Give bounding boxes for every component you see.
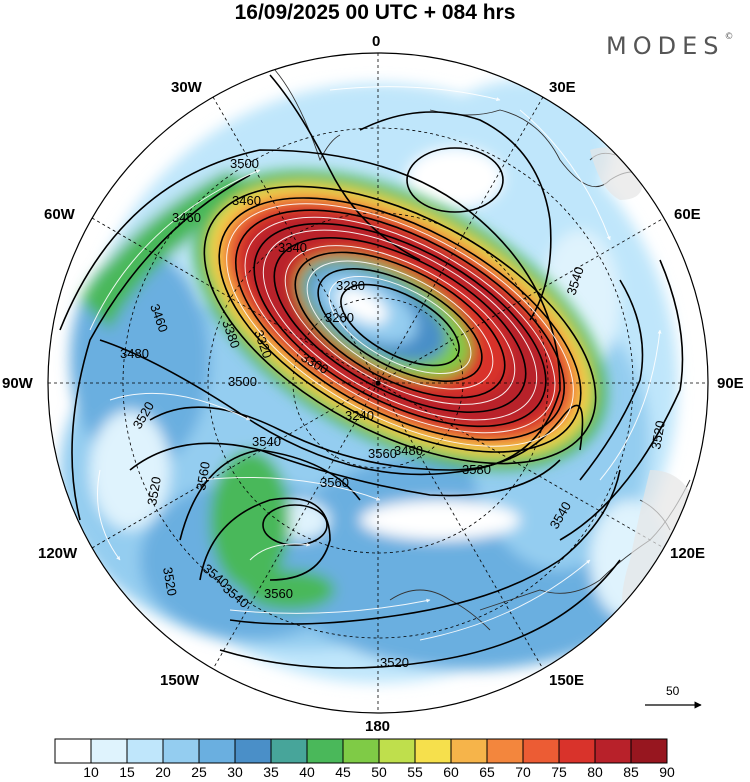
lon-label: 120E bbox=[670, 545, 706, 562]
contour-label: 3560 bbox=[193, 460, 213, 491]
contour-label: 3240 bbox=[345, 408, 374, 423]
colorbar-swatch bbox=[90, 738, 128, 764]
contour-label: 3480 bbox=[120, 346, 149, 361]
contour-label: 3520 bbox=[380, 655, 409, 670]
contour-label: 3520 bbox=[160, 566, 180, 597]
colorbar-swatch bbox=[558, 738, 596, 764]
colorbar-swatch bbox=[306, 738, 344, 764]
lon-label: 150E bbox=[549, 672, 585, 689]
contour-label: 3340 bbox=[278, 240, 307, 255]
colorbar-tick-label: 50 bbox=[371, 764, 387, 780]
colorbar-tick-label: 30 bbox=[227, 764, 243, 780]
height-contours bbox=[59, 74, 684, 669]
colorbar-tick-label: 35 bbox=[263, 764, 279, 780]
colorbar-swatch bbox=[162, 738, 200, 764]
colorbar-swatch bbox=[630, 738, 668, 764]
contour-label: 3560 bbox=[320, 475, 349, 490]
contour-label: 3540 bbox=[252, 434, 281, 449]
colorbar-tick-label: 10 bbox=[83, 764, 99, 780]
colorbar-swatch bbox=[414, 738, 452, 764]
colorbar-tick-label: 45 bbox=[335, 764, 351, 780]
modes-logo: MODES© bbox=[606, 32, 733, 60]
logo-mark: © bbox=[724, 32, 734, 42]
contour-label: 3560 bbox=[368, 446, 397, 461]
lon-label: 60W bbox=[44, 206, 75, 223]
contour-label: 3480 bbox=[394, 443, 423, 458]
wind-vectors bbox=[89, 86, 662, 641]
contour-label: 3520 bbox=[144, 475, 164, 506]
colorbar-tick-label: 15 bbox=[119, 764, 135, 780]
colorbar-swatch bbox=[522, 738, 560, 764]
colorbar-tick-label: 80 bbox=[587, 764, 603, 780]
logo-text: MODES bbox=[606, 32, 725, 60]
colorbar-tick-label: 60 bbox=[443, 764, 459, 780]
contour-label: 3280 bbox=[336, 278, 365, 293]
colorbar-tick-label: 75 bbox=[551, 764, 567, 780]
colorbar-swatch bbox=[198, 738, 236, 764]
contour-label: 3460 bbox=[232, 193, 261, 208]
lon-label: 180 bbox=[365, 718, 391, 735]
colorbar-swatch bbox=[270, 738, 308, 764]
contour-label: 3560 bbox=[264, 586, 293, 601]
colorbar-swatch bbox=[450, 738, 488, 764]
colorbar-tick-label: 40 bbox=[299, 764, 315, 780]
lon-label: 90W bbox=[2, 375, 33, 392]
vector-reference-arrow bbox=[645, 701, 702, 709]
colorbar-swatch bbox=[54, 738, 92, 764]
colorbar-swatch bbox=[486, 738, 524, 764]
lon-label: 150W bbox=[160, 672, 200, 689]
pole-marker bbox=[375, 380, 381, 386]
colorbar-tick-label: 20 bbox=[155, 764, 171, 780]
colorbar bbox=[54, 738, 668, 764]
lon-label: 30E bbox=[549, 79, 576, 96]
colorbar-tick-label: 90 bbox=[659, 764, 675, 780]
contour-label: 3260 bbox=[325, 310, 354, 325]
lon-label: 30W bbox=[171, 79, 202, 96]
colorbar-tick-label: 55 bbox=[407, 764, 423, 780]
colorbar-tick-label: 70 bbox=[515, 764, 531, 780]
colorbar-tick-label: 25 bbox=[191, 764, 207, 780]
colorbar-swatch bbox=[126, 738, 164, 764]
contour-label: 3580 bbox=[462, 462, 491, 477]
contour-label: 3500 bbox=[228, 374, 257, 389]
contour-label: 3520 bbox=[648, 419, 668, 450]
colorbar-swatch bbox=[378, 738, 416, 764]
colorbar-swatch bbox=[594, 738, 632, 764]
map-border bbox=[47, 52, 709, 714]
contour-label: 3460 bbox=[172, 210, 201, 225]
colorbar-swatch bbox=[342, 738, 380, 764]
lon-label: 60E bbox=[674, 206, 701, 223]
contour-label: 3500 bbox=[230, 156, 259, 171]
polar-map: 3500 3460 3460 3540 3340 3380 3320 3280 … bbox=[47, 52, 709, 714]
lon-label: 120W bbox=[38, 545, 78, 562]
colorbar-tick-label: 65 bbox=[479, 764, 495, 780]
map-title: 16/09/2025 00 UTC + 084 hrs bbox=[234, 1, 516, 24]
lon-label: 90E bbox=[717, 375, 744, 392]
colorbar-swatch bbox=[234, 738, 272, 764]
vector-reference-label: 50 bbox=[666, 684, 680, 698]
colorbar-tick-label: 85 bbox=[623, 764, 639, 780]
lon-label: 0 bbox=[372, 33, 381, 50]
